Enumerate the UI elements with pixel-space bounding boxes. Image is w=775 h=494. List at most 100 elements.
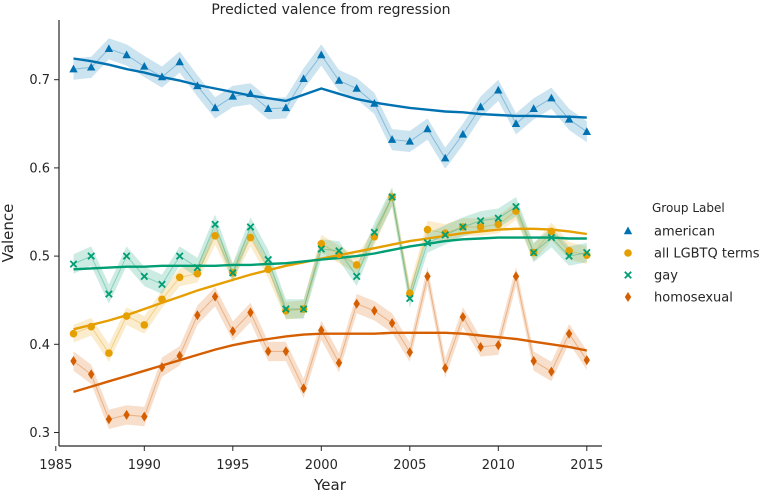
y-tick-label: 0.7: [29, 73, 50, 88]
american-point: [370, 99, 379, 107]
american-point: [246, 89, 255, 98]
homosexual-point: [424, 271, 431, 282]
data-points: [69, 44, 591, 425]
american-point: [529, 104, 538, 113]
all-lgbtq-terms-point: [211, 232, 219, 240]
all-lgbtq-terms-point: [317, 239, 326, 248]
homosexual-point: [459, 311, 467, 322]
x-tick-label: 1990: [128, 458, 161, 473]
all-lgbtq-terms-point: [193, 269, 202, 278]
gay-ci-band: [73, 187, 587, 319]
gay-point: [211, 220, 219, 229]
gay-point: [459, 223, 467, 231]
american-point: [281, 103, 291, 112]
all-lgbtq-terms-legend-marker: [624, 249, 632, 257]
american-point: [387, 135, 397, 143]
homosexual-point: [565, 328, 573, 339]
x-tick-label: 2010: [482, 458, 515, 473]
homosexual-point: [141, 411, 148, 422]
gay-point: [476, 216, 485, 225]
x-axis-label: Year: [313, 476, 347, 494]
all-lgbtq-terms-point: [547, 227, 556, 236]
homosexual-point: [194, 310, 201, 321]
all-lgbtq-terms-point: [423, 225, 432, 234]
american-legend-marker: [623, 226, 633, 235]
homosexual-ci-band: [73, 266, 587, 429]
american-point: [210, 103, 220, 112]
legend-title: Group Label: [652, 201, 725, 215]
gay-point: [388, 193, 396, 201]
all-lgbtq-terms-point: [494, 220, 503, 229]
homosexual-point: [158, 362, 166, 373]
gay-point: [352, 272, 361, 281]
all-lgbtq-terms-point: [140, 321, 149, 329]
gay-point: [69, 260, 78, 268]
all-lgbtq-terms-point: [158, 295, 166, 304]
y-tick-label: 0.5: [29, 250, 50, 265]
all-lgbtq-terms-point: [175, 273, 184, 282]
american-point: [458, 129, 468, 138]
legend-label-american: american: [654, 225, 715, 240]
american-point: [299, 74, 308, 83]
homosexual-point: [353, 298, 360, 309]
homosexual-point: [282, 346, 290, 357]
american-point: [352, 84, 361, 92]
homosexual-point: [88, 369, 95, 380]
chart-title: Predicted valence from regression: [211, 2, 450, 18]
all-lgbtq-terms-point: [352, 261, 361, 269]
homosexual-point: [300, 383, 307, 394]
gay-point: [405, 294, 414, 303]
gay-point: [529, 248, 538, 257]
gay-point: [175, 252, 184, 260]
homosexual-point: [583, 355, 590, 366]
homosexual-point: [548, 366, 555, 377]
homosexual-point: [318, 325, 325, 336]
american-point: [423, 124, 432, 133]
gay-point: [158, 280, 166, 289]
gay-legend-marker: [624, 271, 632, 279]
american-point: [264, 104, 273, 113]
y-axis-label: Valence: [0, 204, 17, 263]
all-lgbtq-terms-point: [105, 349, 113, 357]
x-tick-label: 1995: [216, 458, 249, 473]
american-point: [87, 62, 96, 71]
all-lgbtq-terms-point: [264, 265, 273, 274]
gay-point: [282, 305, 290, 313]
gay-point: [122, 252, 131, 260]
homosexual-point: [229, 326, 236, 337]
y-tick-labels: 0.3 0.4 0.5 0.6 0.7: [29, 73, 59, 441]
gay-point: [547, 233, 556, 242]
gay-point: [299, 305, 308, 313]
legend-label-all-lgbtq-terms: all LGBTQ terms: [654, 247, 760, 262]
american-point: [175, 57, 184, 66]
all-lgbtq-terms-point: [87, 322, 95, 331]
american-point: [547, 93, 556, 102]
homosexual-yearly-line: [73, 276, 588, 420]
all-lgbtq-terms-point: [565, 247, 573, 255]
homosexual-point: [530, 356, 537, 367]
gay-point: [370, 228, 379, 237]
all-lgbtq-terms-point: [441, 229, 450, 237]
all-lgbtq-terms-point: [282, 306, 290, 315]
gay-point: [512, 202, 520, 211]
american-point: [228, 91, 237, 100]
gay-point: [228, 269, 237, 277]
all-lgbtq-terms-point: [246, 233, 255, 242]
legend-label-gay: gay: [654, 269, 678, 284]
american-point: [334, 76, 344, 84]
gay-point: [193, 263, 202, 272]
confidence-bands: [73, 38, 588, 429]
gay-point: [140, 272, 149, 281]
legend: Group Label american all LGBTQ terms gay ho…: [623, 201, 760, 306]
homosexual-point: [70, 356, 77, 367]
x-tick-label: 2000: [305, 458, 338, 473]
homosexual-point: [247, 307, 254, 318]
all-lgbtq-terms-point: [69, 329, 78, 338]
gay-point: [317, 245, 326, 253]
x-tick-label: 1985: [39, 458, 72, 473]
american-trend-line: [73, 57, 587, 119]
trend-lines: [73, 57, 588, 394]
gay-point: [441, 231, 450, 239]
gay-point: [246, 223, 255, 231]
